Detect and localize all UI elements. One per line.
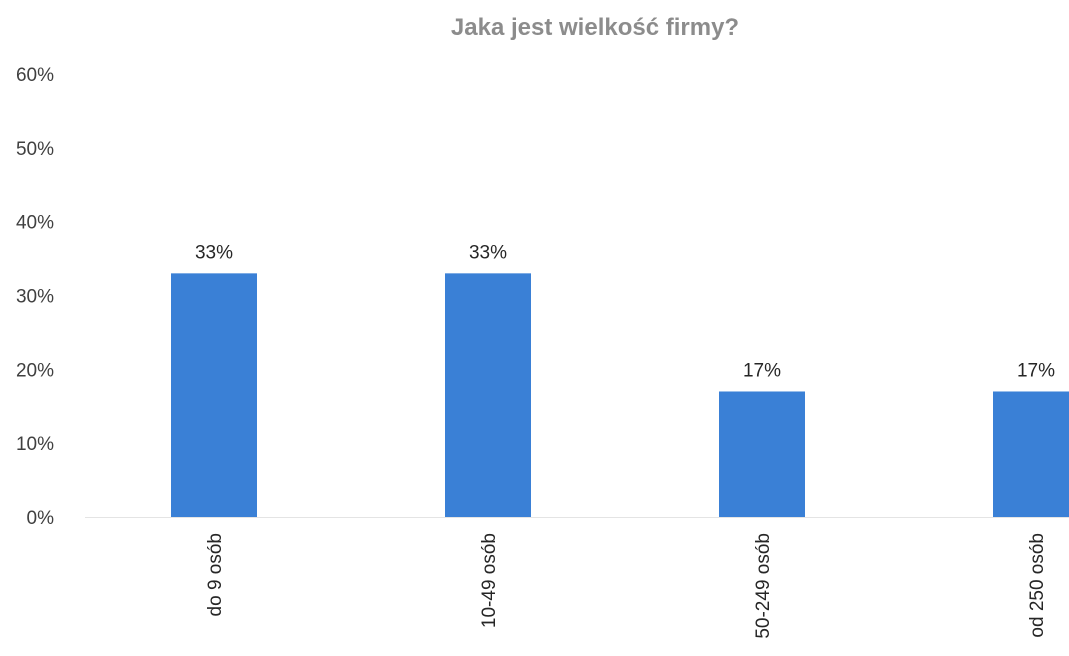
y-tick-label: 10% [16, 434, 54, 455]
category-labels-group: do 9 osób 10-49 osób 50-249 osób od 250 osó… [205, 533, 1048, 639]
data-label: 17% [743, 360, 781, 381]
chart-title: Jaka jest wielkość firmy? [450, 14, 740, 41]
y-tick-label: 30% [16, 287, 54, 308]
data-label: 33% [469, 242, 507, 263]
bar [993, 391, 1069, 517]
data-label: 33% [195, 242, 233, 263]
y-tick-label: 0% [27, 508, 55, 529]
bars-group [171, 273, 1069, 517]
y-axis: 0% 10% 20% 30% 40% 50% 60% [16, 65, 54, 529]
category-label: do 9 osób [205, 533, 226, 616]
y-tick-label: 50% [16, 139, 54, 160]
bar [171, 273, 257, 517]
category-label: 50-249 osób [753, 533, 774, 639]
y-tick-label: 60% [16, 65, 54, 86]
data-label: 17% [1017, 360, 1055, 381]
y-tick-label: 20% [16, 360, 54, 381]
category-label: 10-49 osób [479, 533, 500, 628]
bar [719, 391, 805, 517]
bar [445, 273, 531, 517]
y-tick-label: 40% [16, 213, 54, 234]
category-label: od 250 osób [1027, 533, 1048, 638]
data-labels-group: 33% 33% 17% 17% [195, 242, 1055, 381]
